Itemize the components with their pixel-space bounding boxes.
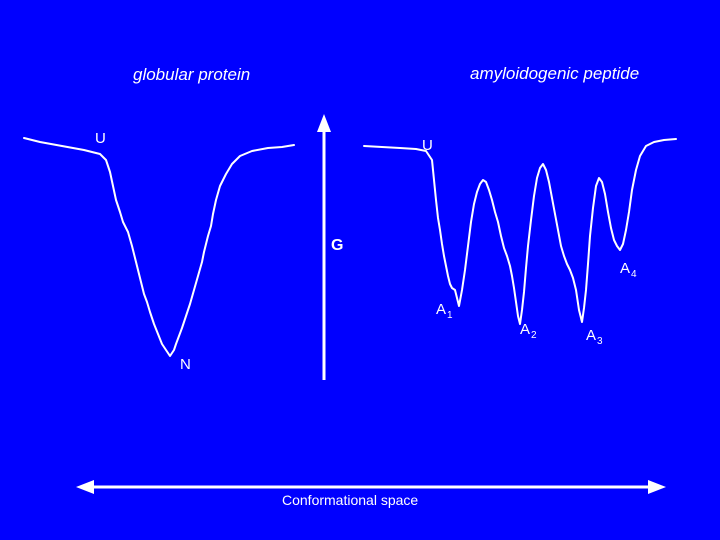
state-a1-letter: A xyxy=(436,301,446,318)
energy-axis-arrowhead xyxy=(317,114,331,132)
state-a4-index: 4 xyxy=(631,269,637,280)
native-state-label: N xyxy=(180,356,191,373)
state-a3-letter: A xyxy=(586,327,596,344)
state-a3-label: A 3 xyxy=(586,327,603,347)
conformational-space-label: Conformational space xyxy=(282,492,418,508)
state-a4-letter: A xyxy=(620,260,630,277)
conformational-axis-right-arrowhead xyxy=(648,480,666,494)
globular-energy-curve xyxy=(23,137,295,357)
amyloid-energy-curve xyxy=(363,138,677,325)
state-a2-letter: A xyxy=(520,321,530,338)
right-title: amyloidogenic peptide xyxy=(470,64,639,83)
state-a1-label: A 1 xyxy=(436,301,453,321)
state-a2-label: A 2 xyxy=(520,321,537,341)
unfolded-label-left: U xyxy=(95,130,106,147)
state-a2-index: 2 xyxy=(531,330,537,341)
state-a3-index: 3 xyxy=(597,336,603,347)
unfolded-label-right: U xyxy=(422,137,433,154)
state-a1-index: 1 xyxy=(447,310,453,321)
conformational-axis-left-arrowhead xyxy=(76,480,94,494)
state-a4-label: A 4 xyxy=(620,260,637,280)
gibbs-energy-label: G xyxy=(331,237,343,254)
left-title: globular protein xyxy=(133,65,250,84)
